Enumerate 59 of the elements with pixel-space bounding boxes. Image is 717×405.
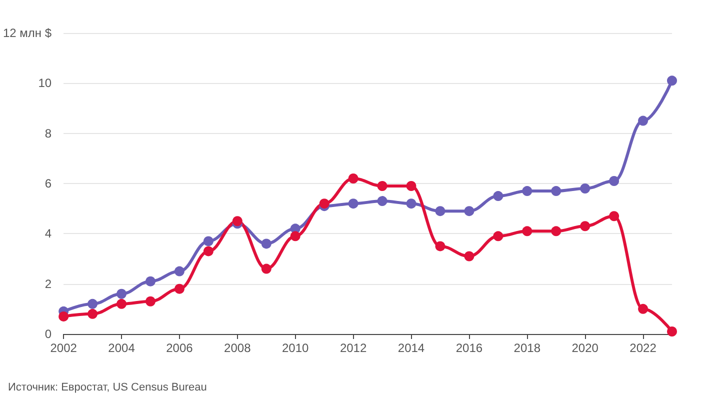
- x-tick-label: 2022: [630, 341, 657, 355]
- point: [203, 246, 214, 256]
- point: [88, 308, 98, 319]
- y-tick-label: 4: [44, 226, 52, 241]
- point: [145, 296, 156, 306]
- point: [464, 206, 474, 216]
- x-tick-label: 2006: [166, 341, 194, 355]
- x-tick-label: 2018: [514, 341, 541, 355]
- point: [319, 198, 330, 209]
- point: [203, 236, 214, 246]
- point: [174, 266, 184, 276]
- y-tick-label: 0: [44, 327, 52, 341]
- point: [406, 198, 416, 209]
- point: [406, 181, 416, 192]
- point: [88, 298, 98, 309]
- x-tick-label: 2010: [282, 341, 310, 355]
- point: [377, 196, 388, 206]
- point: [667, 76, 677, 86]
- point: [435, 241, 446, 252]
- x-tick-label: 2016: [456, 341, 483, 355]
- x-tick-label: 2012: [340, 341, 367, 355]
- point: [348, 198, 358, 209]
- point: [145, 276, 156, 286]
- point: [261, 238, 272, 249]
- point: [667, 326, 677, 336]
- y-tick-label: 10: [38, 76, 52, 90]
- y-tick-label: 12 млн $: [2, 26, 52, 40]
- text: Источник: Евростат, US Census Bureau: [8, 382, 207, 394]
- point: [580, 184, 590, 194]
- point: [348, 173, 358, 184]
- point: [609, 211, 620, 222]
- x-tick-label: 2008: [224, 341, 252, 355]
- point: [522, 226, 532, 236]
- point: [58, 311, 69, 322]
- point: [116, 288, 127, 299]
- point: [638, 116, 648, 126]
- point: [464, 251, 474, 262]
- point: [493, 231, 504, 242]
- point: [551, 226, 562, 236]
- x-tick-label: 2014: [398, 341, 425, 355]
- point: [493, 191, 504, 202]
- point: [435, 206, 446, 216]
- point: [551, 186, 562, 196]
- point: [261, 264, 272, 274]
- x-tick-label: 2004: [108, 341, 136, 355]
- point: [232, 216, 242, 226]
- point: [116, 298, 127, 309]
- point: [290, 231, 300, 242]
- point: [522, 186, 532, 196]
- point: [609, 176, 620, 186]
- y-tick-label: 6: [44, 176, 52, 190]
- point: [377, 181, 388, 192]
- x-tick-label: 2002: [50, 341, 78, 355]
- y-tick-label: 8: [44, 126, 52, 140]
- point: [638, 304, 648, 314]
- point: [174, 284, 184, 294]
- y-tick-label: 2: [44, 276, 52, 291]
- x-tick-label: 2020: [572, 341, 599, 355]
- point: [580, 221, 590, 232]
